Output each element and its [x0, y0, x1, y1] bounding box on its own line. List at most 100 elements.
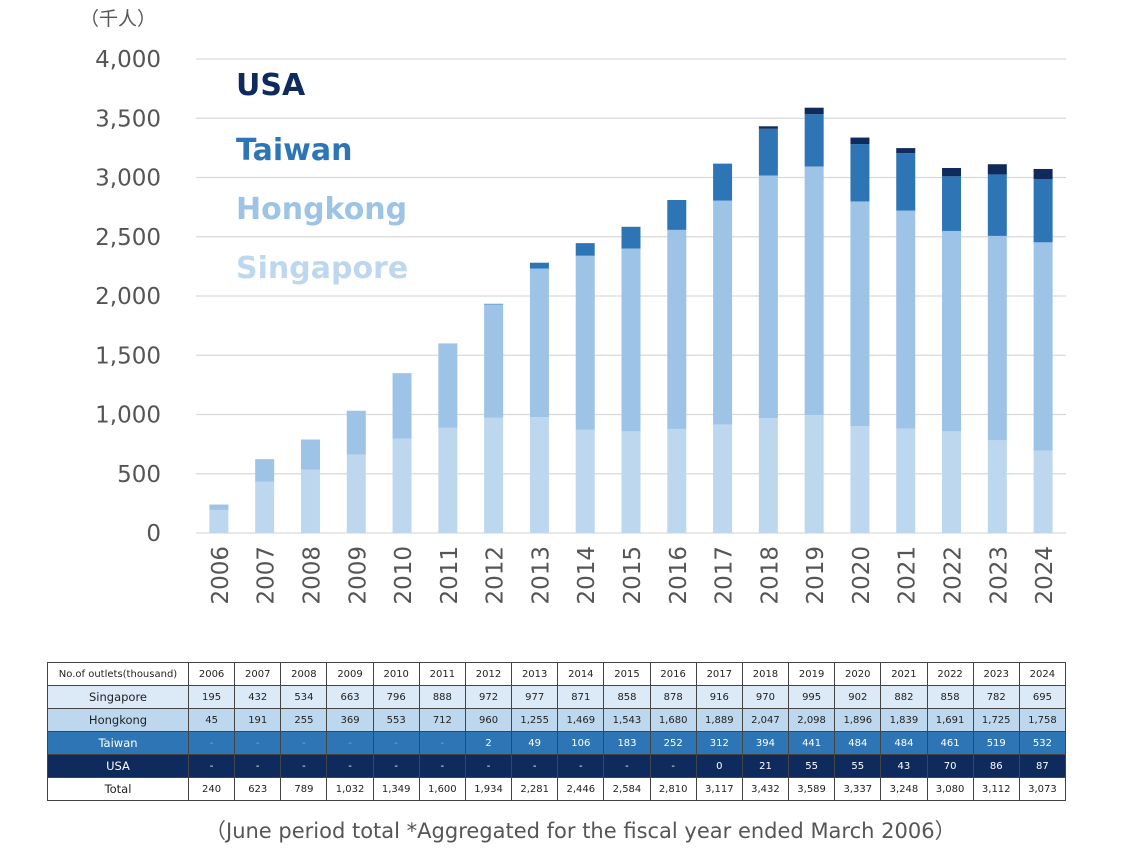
bar-taiwan-2016 [667, 200, 687, 230]
table-cell: 3,117 [695, 777, 743, 801]
table-year-header: 2010 [372, 662, 420, 686]
table-year-header: 2013 [511, 662, 559, 686]
table-cell: 796 [372, 685, 420, 709]
bar-singapore-2010 [392, 438, 412, 533]
table-cell: 21 [741, 754, 790, 778]
table-cell: 106 [557, 731, 605, 755]
bar-hongkong-2006 [209, 504, 229, 510]
bar-singapore-2006 [209, 509, 229, 533]
table-cell: 0 [695, 754, 743, 778]
table-cell: 871 [557, 685, 605, 709]
x-tick-label: 2008 [299, 546, 325, 605]
table-row: USA - - - - - - - - - - -0 21 55 55 43 70 86 87 [47, 754, 1067, 778]
bar-hongkong-2022 [942, 230, 962, 432]
bar-hongkong-2010 [392, 373, 412, 439]
bar-singapore-2022 [942, 431, 962, 533]
table-cell: 255 [280, 708, 328, 732]
table-cell: 2,047 [741, 708, 790, 732]
table-cell: - [234, 731, 282, 755]
bar-taiwan-2017 [713, 163, 733, 201]
x-tick-label: 2019 [803, 546, 829, 605]
table-cell: - [372, 754, 420, 778]
bar-hongkong-2008 [300, 439, 320, 470]
bar-taiwan-2021 [896, 153, 916, 211]
table-cell: - [511, 754, 559, 778]
bar-hongkong-2011 [438, 343, 458, 428]
bar-singapore-2011 [438, 427, 458, 533]
x-tick-label: 2007 [254, 546, 280, 605]
table-cell: 70 [926, 754, 974, 778]
bar-hongkong-2024 [1033, 242, 1053, 451]
bar-usa-2023 [987, 164, 1007, 175]
bar-hongkong-2007 [255, 459, 275, 482]
table-cell: - [280, 731, 328, 755]
table-cell: 45 [187, 708, 236, 732]
bar-singapore-2023 [987, 440, 1007, 533]
table-cell: 532 [1018, 731, 1067, 755]
bar-singapore-2013 [529, 417, 549, 533]
bar-singapore-2007 [255, 481, 275, 533]
bar-singapore-2018 [758, 418, 778, 533]
x-tick-label: 2014 [574, 546, 600, 605]
table-cell: 970 [741, 685, 790, 709]
table-cell: - [557, 754, 605, 778]
table-cell: 902 [834, 685, 882, 709]
table-cell: 86 [972, 754, 1020, 778]
bar-singapore-2021 [896, 428, 916, 533]
table-cell: 878 [649, 685, 697, 709]
table-cell: 916 [695, 685, 743, 709]
table-cell: 49 [511, 731, 559, 755]
bar-taiwan-2012 [484, 303, 504, 305]
table-cell: 695 [1018, 685, 1067, 709]
bar-usa-2021 [896, 148, 916, 154]
table-cell: 55 [788, 754, 836, 778]
bar-hongkong-2020 [850, 201, 870, 427]
table-cell: 1,255 [511, 708, 559, 732]
outlets-data-table: No.of outlets(thousand) 2006 2007 2008 2009 2… [47, 662, 1067, 801]
bar-hongkong-2016 [667, 229, 687, 429]
table-year-header: 2017 [695, 662, 743, 686]
table-cell: 43 [880, 754, 928, 778]
x-tick-label: 2006 [208, 546, 234, 605]
table-cell: 240 [187, 777, 236, 801]
bar-taiwan-2018 [758, 128, 778, 176]
bar-taiwan-2014 [575, 243, 595, 256]
outlets-table-container: No.of outlets(thousand) 2006 2007 2008 2009 2… [47, 662, 1067, 801]
table-cell: 312 [695, 731, 743, 755]
table-cell: 3,589 [788, 777, 836, 801]
table-row-label: Total [47, 777, 189, 801]
table-cell: 87 [1018, 754, 1067, 778]
bar-usa-2022 [942, 168, 962, 177]
table-cell: 3,248 [880, 777, 928, 801]
table-cell: 183 [603, 731, 651, 755]
x-tick-label: 2023 [986, 546, 1012, 605]
table-cell: 1,600 [418, 777, 466, 801]
y-axis-unit-label: （千人） [80, 8, 156, 30]
table-year-header: 2008 [280, 662, 328, 686]
bar-taiwan-2015 [621, 226, 641, 249]
table-cell: 2,281 [511, 777, 559, 801]
table-cell: 1,889 [695, 708, 743, 732]
x-tick-label: 2015 [620, 546, 646, 605]
table-cell: 3,080 [926, 777, 974, 801]
table-cell: 663 [326, 685, 374, 709]
bar-usa-2024 [1033, 168, 1053, 180]
bar-singapore-2009 [346, 454, 366, 533]
table-cell: - [326, 754, 374, 778]
table-cell: 789 [280, 777, 328, 801]
table-cell: - [418, 731, 466, 755]
bar-hongkong-2015 [621, 248, 641, 432]
table-cell: 369 [326, 708, 374, 732]
table-cell: 1,839 [880, 708, 928, 732]
table-cell: - [187, 731, 236, 755]
table-cell: 191 [234, 708, 282, 732]
table-year-header: 2018 [741, 662, 790, 686]
y-tick-label: 2,000 [95, 284, 161, 310]
x-tick-label: 2016 [666, 546, 692, 605]
bars [209, 107, 1053, 533]
table-row: Taiwan - - - - - -2 49 106 183 252 312 394 441 484 484 4… [47, 731, 1067, 755]
table-header-label: No.of outlets(thousand) [47, 662, 189, 686]
table-header-row: No.of outlets(thousand) 2006 2007 2008 2009 2… [47, 662, 1067, 686]
bar-hongkong-2013 [529, 268, 549, 418]
table-year-header: 2024 [1018, 662, 1067, 686]
